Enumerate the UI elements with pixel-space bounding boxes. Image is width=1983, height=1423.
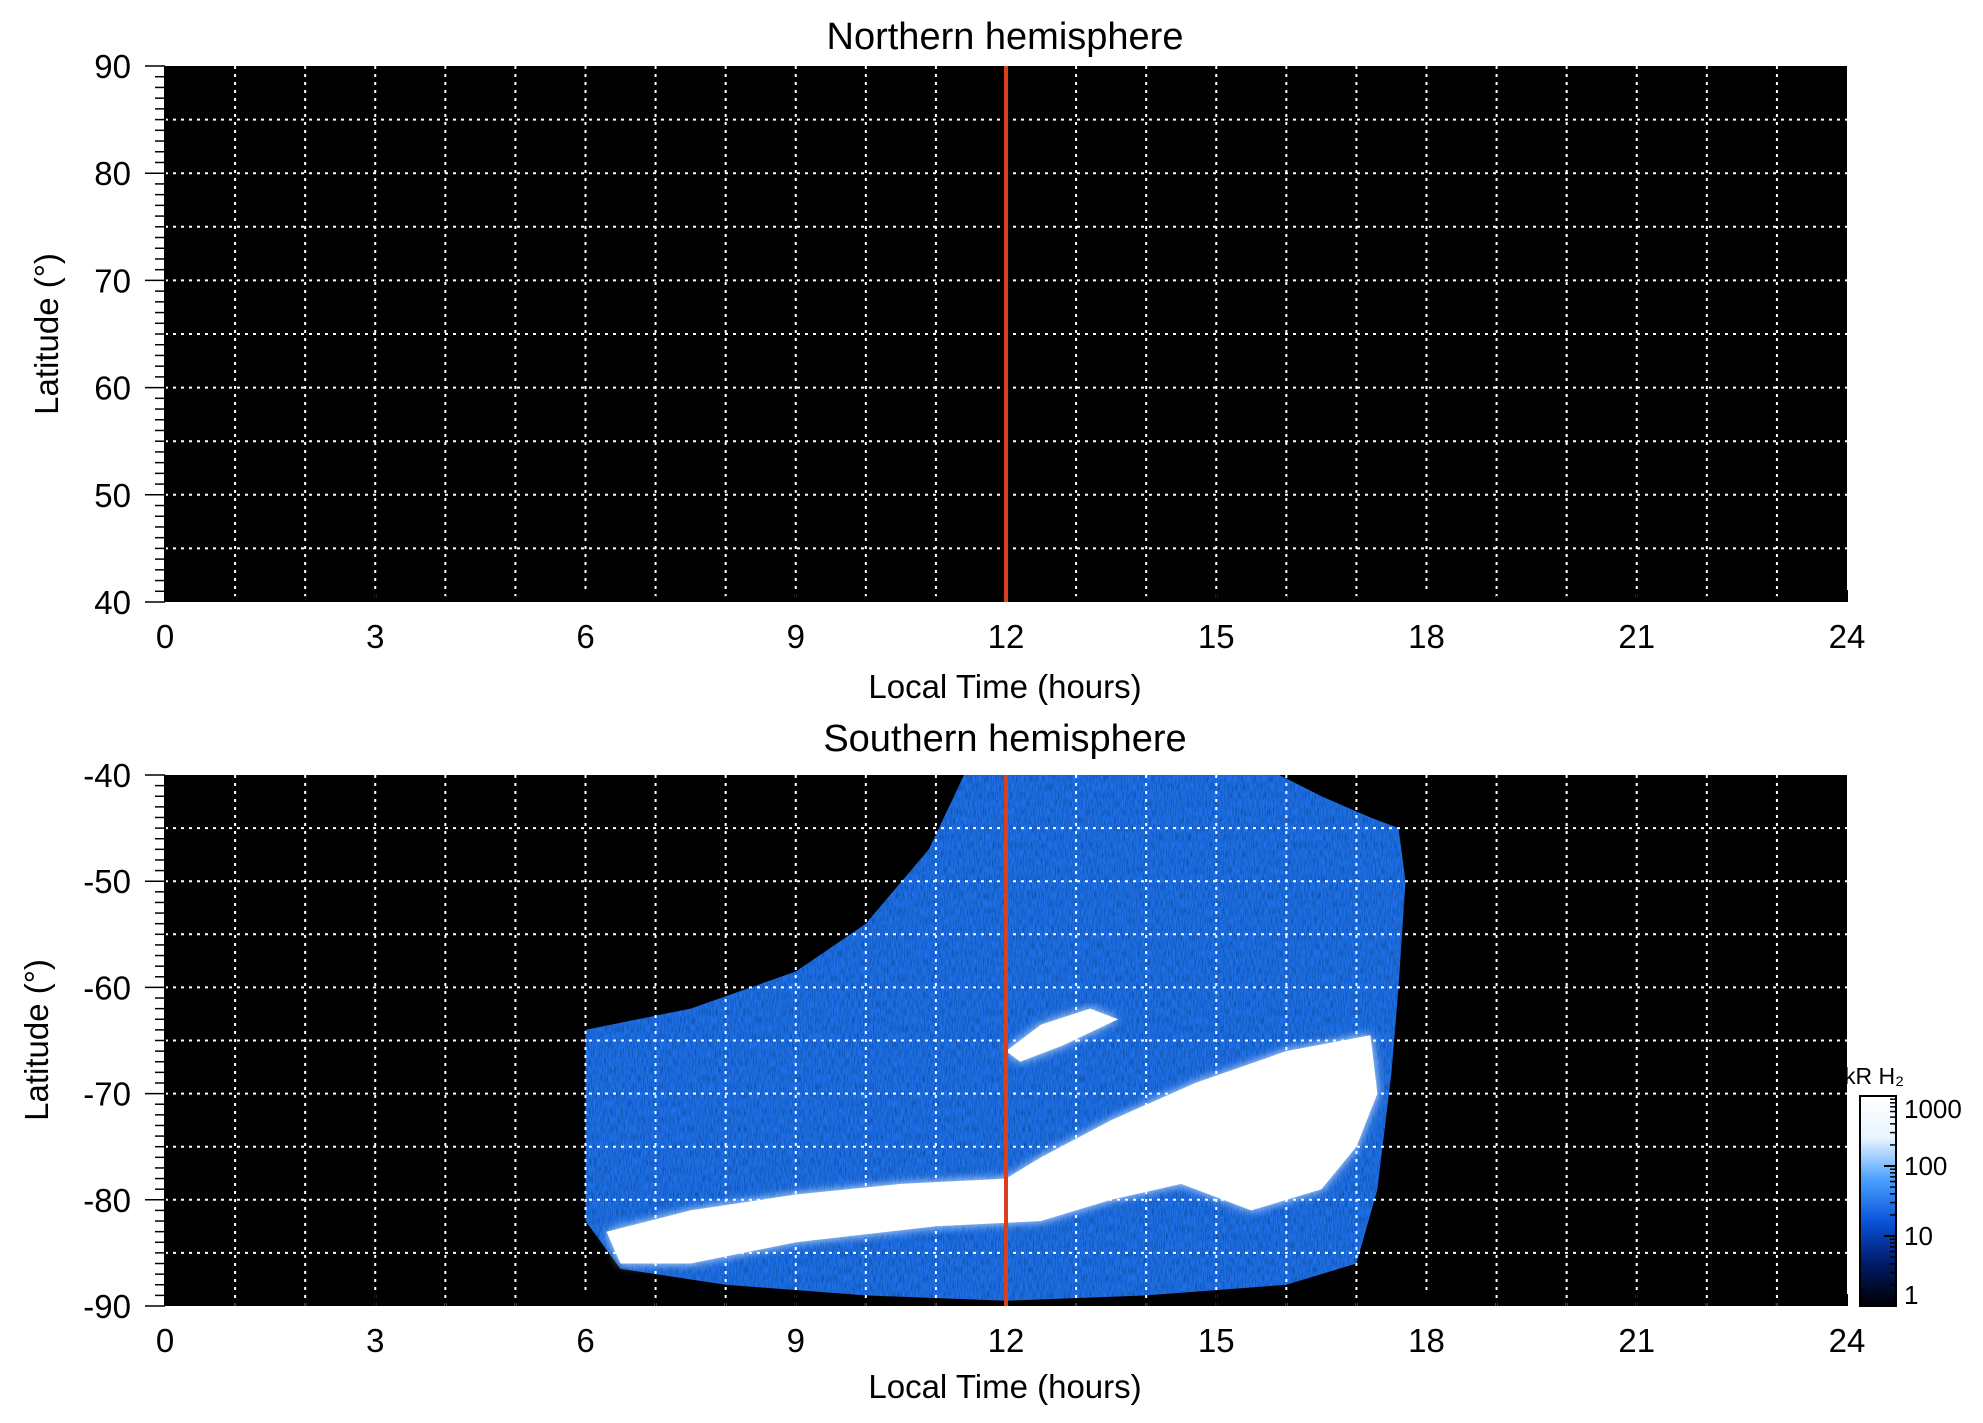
y-tick-label: 70 bbox=[94, 262, 131, 299]
south-panel: Southern hemisphere 0 3 6 9 12 15 18 21 24 -90 -80… bbox=[18, 718, 1865, 1405]
x-tick-label: 15 bbox=[1198, 1322, 1235, 1359]
colorbar-tick-label: 1 bbox=[1904, 1280, 1918, 1310]
x-tick-label: 24 bbox=[1829, 618, 1866, 655]
x-tick-label: 21 bbox=[1618, 1322, 1655, 1359]
colorbar: kR H₂ 1 10 100 1000 bbox=[1844, 1063, 1962, 1310]
x-tick-label: 15 bbox=[1198, 618, 1235, 655]
x-tick-label: 18 bbox=[1408, 618, 1445, 655]
x-tick-label: 9 bbox=[787, 618, 805, 655]
colorbar-tick-label: 100 bbox=[1904, 1151, 1947, 1181]
y-tick-label: -70 bbox=[83, 1076, 131, 1113]
x-tick-label: 9 bbox=[787, 1322, 805, 1359]
colorbar-title: kR H₂ bbox=[1844, 1063, 1904, 1089]
y-tick-label: -40 bbox=[83, 757, 131, 794]
x-tick-label: 18 bbox=[1408, 1322, 1445, 1359]
colorbar-tick-label: 1000 bbox=[1904, 1094, 1962, 1124]
x-tick-label: 12 bbox=[988, 618, 1025, 655]
y-tick-label: 90 bbox=[94, 48, 131, 85]
south-y-axis-label: Latitude (°) bbox=[18, 959, 55, 1121]
x-tick-label: 21 bbox=[1618, 618, 1655, 655]
y-tick-label: -90 bbox=[83, 1288, 131, 1325]
x-tick-label: 12 bbox=[988, 1322, 1025, 1359]
x-tick-label: 6 bbox=[576, 618, 594, 655]
north-panel: Northern hemisphere 0 3 6 9 12 15 18 21 24 40 50 60… bbox=[28, 16, 1865, 705]
x-tick-label: 3 bbox=[366, 1322, 384, 1359]
x-tick-label: 0 bbox=[156, 1322, 174, 1359]
colorbar-gradient bbox=[1859, 1095, 1897, 1307]
y-tick-label: 50 bbox=[94, 477, 131, 514]
south-emission bbox=[585, 775, 1406, 1301]
south-title: Southern hemisphere bbox=[823, 718, 1186, 760]
south-axes: 0 3 6 9 12 15 18 21 24 -90 -80 -70 -60 -50 -40 bbox=[83, 757, 1865, 1359]
y-tick-label: -50 bbox=[83, 863, 131, 900]
y-tick-label: -80 bbox=[83, 1182, 131, 1219]
y-tick-label: 60 bbox=[94, 370, 131, 407]
y-tick-label: 80 bbox=[94, 155, 131, 192]
bright-band bbox=[1006, 1008, 1119, 1062]
north-x-axis-label: Local Time (hours) bbox=[868, 668, 1141, 705]
y-tick-label: 40 bbox=[94, 584, 131, 621]
north-title: Northern hemisphere bbox=[827, 16, 1184, 58]
colorbar-tick-label: 10 bbox=[1904, 1221, 1933, 1251]
x-tick-label: 24 bbox=[1829, 1322, 1866, 1359]
bright-band bbox=[606, 1035, 1378, 1264]
south-x-axis-label: Local Time (hours) bbox=[868, 1368, 1141, 1405]
x-tick-label: 6 bbox=[576, 1322, 594, 1359]
colorbar-ticks: 1 10 100 1000 bbox=[1884, 1094, 1962, 1310]
x-tick-label: 3 bbox=[366, 618, 384, 655]
north-y-axis-label: Latitude (°) bbox=[28, 253, 65, 415]
north-axes: 0 3 6 9 12 15 18 21 24 40 50 60 70 80 90 bbox=[94, 48, 1865, 655]
y-tick-label: -60 bbox=[83, 969, 131, 1006]
x-tick-label: 0 bbox=[156, 618, 174, 655]
